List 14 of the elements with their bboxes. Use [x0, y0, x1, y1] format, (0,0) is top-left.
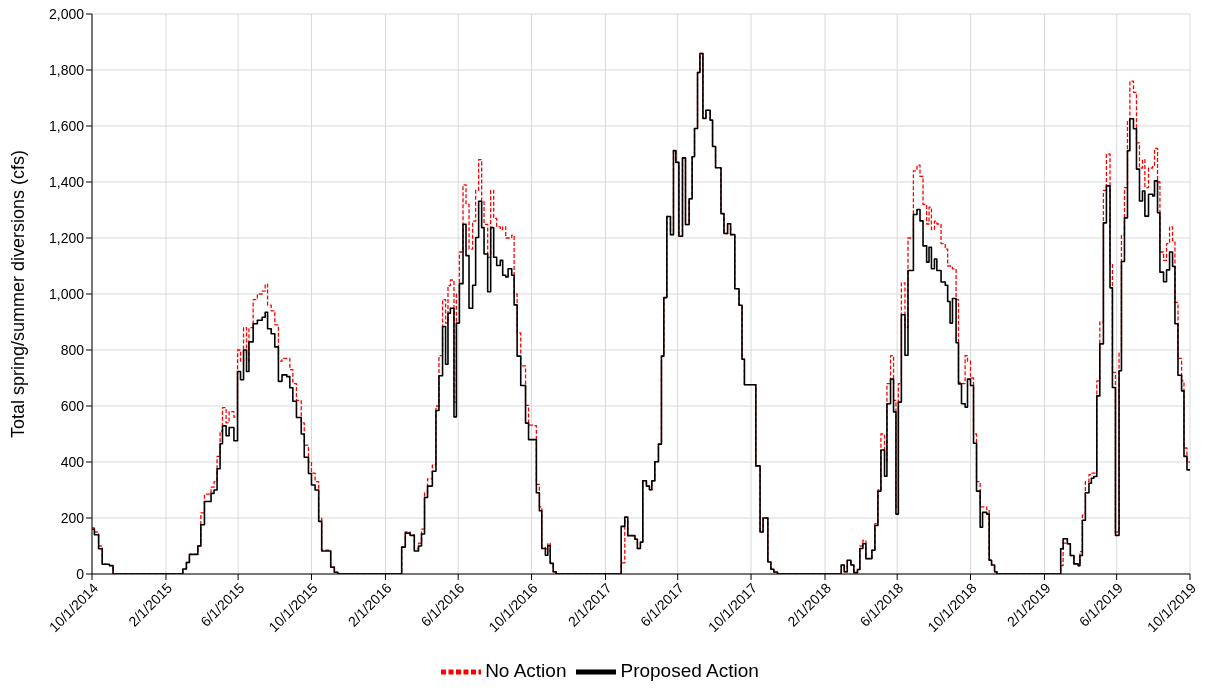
y-tick-label: 200: [60, 509, 85, 526]
y-tick-label: 2,000: [48, 5, 85, 22]
y-tick-label: 1,400: [48, 173, 85, 190]
y-tick-label: 600: [60, 397, 85, 414]
y-tick-label: 400: [60, 453, 85, 470]
legend-label: No Action: [485, 660, 567, 682]
y-tick-label: 0: [76, 565, 85, 582]
legend-label: Proposed Action: [620, 660, 759, 682]
y-tick-label: 1,600: [48, 117, 85, 134]
y-axis-title: Total spring/summer diversions (cfs): [8, 149, 29, 439]
y-tick-label: 1,000: [48, 285, 85, 302]
y-tick-label: 800: [60, 341, 85, 358]
y-tick-label: 1,800: [48, 61, 85, 78]
y-tick-label: 1,200: [48, 229, 85, 246]
